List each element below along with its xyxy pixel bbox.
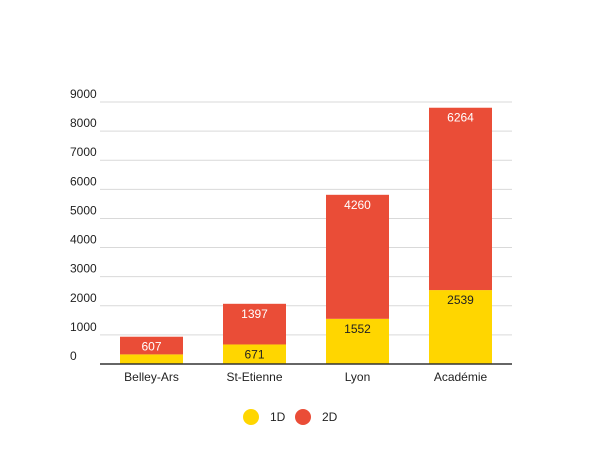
y-tick-label: 8000 (70, 116, 97, 130)
x-axis: Belley-Ars St-Etienne Lyon Académie (124, 370, 487, 384)
legend-label-1d: 1D (270, 410, 286, 424)
bar-2d-2 (326, 194, 389, 319)
y-tick-label: 9000 (70, 87, 97, 101)
y-tick-label: 4000 (70, 233, 97, 247)
y-tick-label: 7000 (70, 145, 97, 159)
bar-2d-1 (223, 303, 286, 345)
data-label-2d: 607 (141, 340, 161, 354)
y-tick-label: 5000 (70, 203, 97, 217)
legend: 1D 2D (243, 409, 338, 425)
y-tick-label: 2000 (70, 291, 97, 305)
category-label: Lyon (345, 370, 371, 384)
y-tick-label: 1000 (70, 320, 97, 334)
legend-label-2d: 2D (322, 410, 338, 424)
legend-swatch-1d (243, 409, 259, 425)
data-label-1d: 671 (244, 347, 264, 361)
category-label: Académie (434, 370, 488, 384)
data-label-1d: 2539 (447, 293, 474, 307)
legend-swatch-2d (295, 409, 311, 425)
bar-1d-1 (223, 344, 286, 364)
gridlines (100, 101, 512, 336)
bar-1d-0 (120, 354, 183, 364)
data-label-1d: 1552 (344, 322, 371, 336)
data-label-2d: 4260 (344, 198, 371, 212)
bar-1d-2 (326, 318, 389, 364)
bar-1d-3 (429, 290, 492, 364)
data-label-2d: 6264 (447, 111, 474, 125)
bar-2d-0 (120, 336, 183, 355)
y-tick-label: 6000 (70, 174, 97, 188)
data-label-2d: 1397 (241, 307, 268, 321)
y-tick-label: 0 (70, 349, 77, 363)
category-label: St-Etienne (226, 370, 282, 384)
y-axis: 0 1000 2000 3000 4000 5000 6000 7000 8000 9000 (70, 87, 97, 363)
y-tick-label: 3000 (70, 262, 97, 276)
bar-2d-3 (429, 107, 492, 291)
category-label: Belley-Ars (124, 370, 179, 384)
bars: 607 671 1397 1552 4260 2539 6264 (120, 107, 492, 364)
